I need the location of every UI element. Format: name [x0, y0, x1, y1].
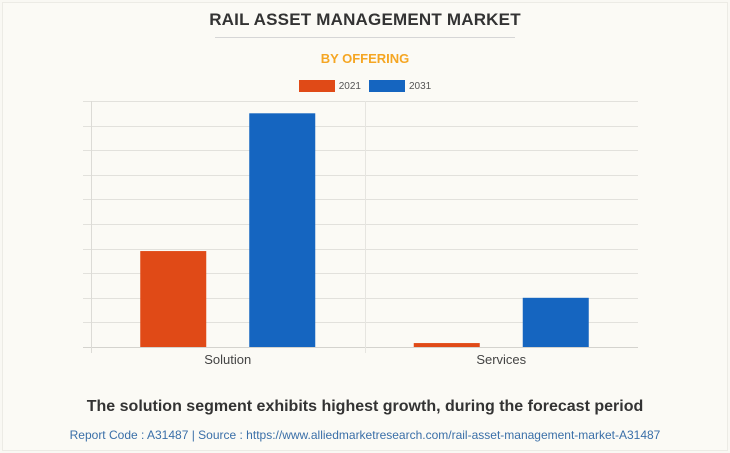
legend-swatch-2031	[369, 80, 405, 92]
legend-label-2031: 2031	[409, 80, 432, 92]
chart-subtitle: BY OFFERING	[320, 51, 410, 66]
chart-title: RAIL ASSET MANAGEMENT MARKET	[209, 10, 521, 29]
chart-caption: The solution segment exhibits highest gr…	[86, 398, 644, 415]
x-tick-label-solution: Solution	[204, 352, 251, 367]
bar-2021-solution[interactable]	[140, 251, 207, 347]
bar-2031-services[interactable]	[522, 297, 589, 347]
source-line[interactable]: Report Code : A31487 | Source : https://…	[69, 428, 661, 442]
legend-item-2031[interactable]: 2031	[369, 80, 431, 92]
legend-swatch-2021	[298, 80, 335, 92]
bar-2031-solution[interactable]	[249, 113, 316, 347]
legend: 2021 2031	[0, 80, 730, 92]
bar-2021-services[interactable]	[413, 343, 480, 347]
x-tick-label-services: Services	[476, 352, 526, 367]
legend-item-2021[interactable]: 2021	[298, 80, 361, 92]
legend-label-2021: 2021	[338, 80, 361, 92]
title-divider	[215, 37, 515, 38]
